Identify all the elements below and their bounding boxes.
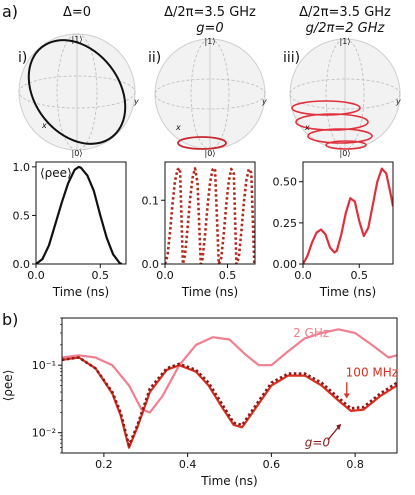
x-axis-label: Time (ns)	[52, 285, 109, 299]
y-tick-label: 0.0	[13, 258, 31, 271]
bloch-iii-trajectory-loop	[325, 140, 367, 150]
annotation-arrowhead-100mhz	[343, 393, 350, 399]
annotation-100mhz: 100 MHz	[346, 365, 398, 379]
x-tick-label: 0.0	[294, 269, 312, 282]
y-tick-label: 0.00	[273, 258, 298, 271]
ket-0-label: |0⟩	[340, 149, 351, 158]
x-tick-label: 0.5	[219, 269, 237, 282]
panel-b-label: b)	[2, 310, 18, 329]
chart-a-i: 0.0 0.5 0.0 0.5 1.0 Time (ns) ⟨ρee⟩	[13, 161, 127, 299]
y-tick-label: 0.5	[13, 209, 31, 222]
x-axis-label: Time (ns)	[319, 285, 376, 299]
x-axis-label: Time (ns)	[181, 285, 238, 299]
bloch-iii-roman: iii)	[283, 50, 300, 66]
y-tick-label: 0.50	[273, 176, 298, 189]
axis-x-label: x	[175, 123, 181, 132]
y-tick-label: 10⁻¹	[32, 359, 56, 372]
bloch-ii-title-2: g=0	[196, 21, 223, 36]
ket-1-label: |1⟩	[340, 37, 351, 46]
chart-a-iii: 0.0 0.5 0.00 0.25 0.50 Time (ns)	[273, 161, 394, 299]
y-tick-label: 0.0	[142, 258, 160, 271]
panel-a-label: a)	[2, 2, 18, 21]
series-line-0	[36, 165, 123, 264]
axis-y-label: y	[395, 97, 401, 106]
series-line-2	[62, 356, 397, 447]
series-line-0	[165, 167, 255, 264]
bloch-sphere-i: Δ=0 i) |1⟩ |0⟩ x y	[18, 5, 139, 158]
x-tick-label: 0.8	[346, 458, 364, 471]
series-line-0	[62, 328, 397, 414]
annotation-arrow-g0	[327, 425, 340, 441]
y-axis-label: ⟨ρee⟩	[1, 370, 15, 402]
bloch-iii-trajectory-loop	[291, 100, 361, 116]
meridian	[56, 33, 98, 151]
chart-a-ii: 0.0 0.5 0.0 0.1 Time (ns)	[142, 161, 256, 299]
x-tick-label: 0.0	[27, 269, 45, 282]
axis-y-label: y	[133, 97, 139, 106]
annotation-2ghz: 2 GHz	[293, 326, 329, 340]
x-tick-label: 0.4	[179, 458, 197, 471]
y-tick-label: 1.0	[13, 161, 31, 174]
bloch-iii-title-2: g/2π=2 GHz	[306, 21, 386, 36]
axis-x-label: x	[41, 121, 47, 130]
ket-1-label: |1⟩	[72, 35, 83, 44]
x-axis-label: Time (ns)	[200, 474, 257, 488]
y-tick-label: 0.1	[142, 194, 160, 207]
y-tick-label: 10⁻²	[32, 427, 56, 440]
annotation-arrowhead-g0	[336, 423, 342, 431]
bloch-i-title: Δ=0	[63, 5, 91, 20]
axis-x-label: x	[304, 123, 310, 132]
annotation-g0: g=0	[305, 436, 331, 450]
bloch-ii-roman: ii)	[148, 50, 161, 66]
ket-0-label: |0⟩	[205, 149, 216, 158]
x-tick-label: 0.5	[92, 269, 110, 282]
ket-1-label: |1⟩	[205, 37, 216, 46]
equator	[289, 78, 401, 110]
bloch-ii-title-1: Δ/2π=3.5 GHz	[164, 5, 256, 20]
axes-frame	[35, 161, 127, 265]
bloch-ii-trajectory	[177, 136, 227, 150]
y-tick-label: 0.25	[273, 217, 298, 230]
bloch-sphere-iii: Δ/2π=3.5 GHz g/2π=2 GHz iii) |1⟩ |0⟩ x y	[283, 5, 401, 158]
x-tick-label: 0.5	[351, 269, 369, 282]
x-tick-label: 0.6	[263, 458, 281, 471]
bloch-iii-title-1: Δ/2π=3.5 GHz	[299, 5, 391, 20]
chart-b: 0.2 0.4 0.6 0.8 10⁻² 10⁻¹ Time (ns) ⟨ρee⟩ 2 GHz 1…	[1, 317, 398, 488]
x-tick-label: 0.0	[156, 269, 174, 282]
bloch-sphere-ii: Δ/2π=3.5 GHz g=0 ii) |1⟩ |0⟩ x y	[148, 5, 267, 158]
ket-0-label: |0⟩	[72, 149, 83, 158]
bloch-i-roman: i)	[18, 50, 27, 66]
axes-frame	[164, 161, 256, 265]
axis-y-label: y	[261, 97, 267, 106]
series-line-0	[303, 167, 393, 264]
y-axis-label: ⟨ρee⟩	[40, 166, 72, 180]
bloch-i-trajectory	[27, 39, 127, 145]
x-tick-label: 0.2	[95, 458, 113, 471]
equator	[154, 78, 266, 110]
bloch-iii-trajectory-loop	[307, 128, 373, 144]
axes-frame	[302, 161, 394, 265]
